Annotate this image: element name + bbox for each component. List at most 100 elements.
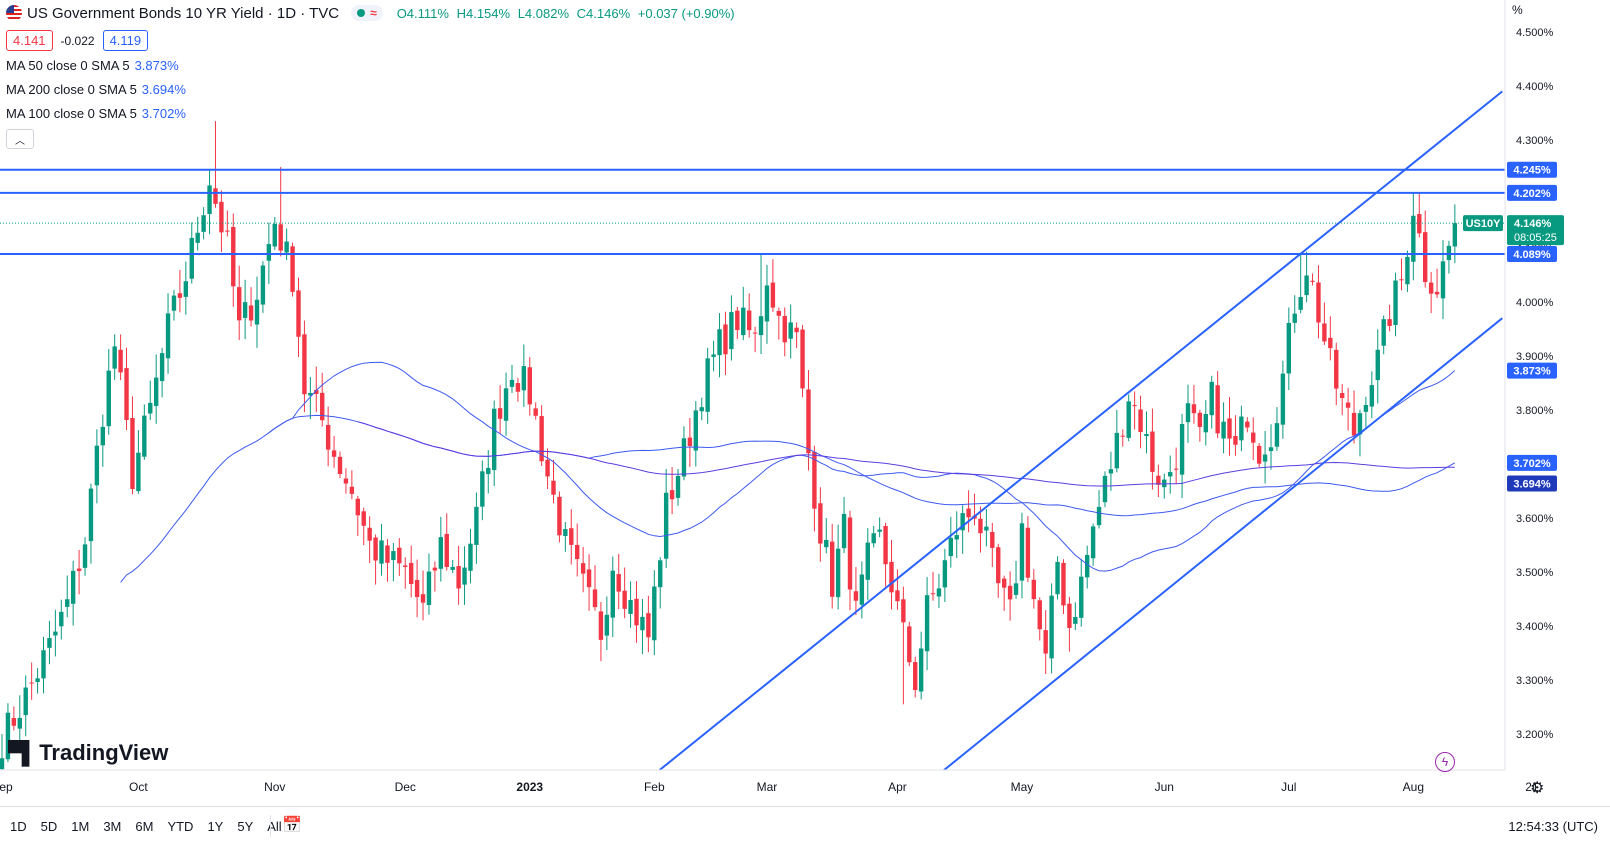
price-chart[interactable]: 4.500%4.400%4.300%4.200%4.100%4.000%3.90… — [0, 0, 1610, 806]
candle-body — [658, 560, 663, 588]
candle-body — [486, 467, 491, 475]
candle-body — [183, 281, 189, 297]
candle-body — [1239, 416, 1244, 441]
candle-body — [1440, 261, 1446, 299]
candle-body — [1417, 214, 1422, 234]
indicator-ma100[interactable]: MA 100 close 0 SMA 5 3.702% — [6, 106, 739, 123]
indicator-label: MA 100 close 0 SMA 5 — [6, 106, 137, 121]
collapse-legend-button[interactable]: ︿ — [6, 129, 34, 149]
change-value: +0.037 (+0.90%) — [637, 5, 735, 21]
candle-body — [1108, 469, 1114, 474]
candle-body — [373, 537, 378, 561]
timeframe-5y[interactable]: 5Y — [237, 819, 254, 834]
candle-body — [5, 712, 11, 760]
ma-price-badge: 3.702% — [1513, 458, 1551, 470]
x-tick-label: Mar — [757, 780, 778, 794]
indicator-ma50[interactable]: MA 50 close 0 SMA 5 3.873% — [6, 58, 739, 75]
candle-body — [207, 185, 212, 214]
candle-body — [426, 571, 432, 605]
candle-body — [148, 402, 153, 414]
candle-body — [1185, 403, 1191, 423]
timeframe-1d[interactable]: 1D — [10, 819, 27, 834]
candle-body — [895, 590, 900, 602]
symbol-tag: US10Y — [1466, 218, 1502, 230]
candle-body — [1168, 472, 1173, 477]
candle-body — [1179, 423, 1185, 475]
sell-price-button[interactable]: 4.141 — [6, 30, 53, 51]
gear-icon[interactable]: ⚙ — [1530, 780, 1545, 797]
timeframe-1m[interactable]: 1M — [71, 819, 90, 834]
candle-body — [675, 475, 681, 498]
timeframe-1y[interactable]: 1Y — [207, 819, 224, 834]
candle-body — [1428, 282, 1434, 294]
candle-body — [598, 611, 604, 640]
candle-body — [948, 537, 953, 557]
candle-body — [331, 450, 337, 457]
x-tick-label: Jul — [1281, 780, 1296, 794]
candle-body — [604, 614, 610, 636]
timeframe-ytd[interactable]: YTD — [167, 819, 194, 834]
timeframe-6m[interactable]: 6M — [135, 819, 154, 834]
x-tick-label: Feb — [644, 780, 665, 794]
us-flag-icon — [6, 5, 22, 21]
candle-body — [741, 307, 746, 336]
candle-body — [806, 389, 811, 454]
candle-body — [812, 451, 817, 509]
candle-body — [391, 551, 396, 561]
candle-body — [1316, 282, 1321, 323]
candle-body — [112, 346, 117, 369]
candle-body — [165, 313, 171, 359]
candle-body — [1452, 223, 1458, 247]
indicator-value: 3.694% — [141, 82, 186, 97]
candle-body — [622, 590, 627, 609]
chart-legend: US Government Bonds 10 YR Yield · 1D · T… — [6, 2, 739, 149]
utc-clock[interactable]: 12:54:33 (UTC) — [1508, 819, 1598, 834]
candle-body — [1049, 595, 1054, 659]
low-value: L4.082% — [517, 5, 570, 21]
y-tick-label: 3.400% — [1516, 621, 1554, 633]
candle-body — [1345, 402, 1351, 408]
calendar-icon[interactable]: 📅 — [282, 817, 302, 834]
chevron-up-icon: ︿ — [15, 135, 25, 147]
candle-body — [0, 758, 5, 770]
ohlc-values: O4.111% H4.154% L4.082% C4.146% +0.037 (… — [397, 6, 739, 21]
tradingview-watermark: ▀▌ TradingView — [8, 740, 168, 766]
trend-channel-line — [942, 317, 1503, 770]
symbol-title[interactable]: US Government Bonds 10 YR Yield · 1D · T… — [27, 4, 340, 22]
candle-body — [563, 529, 568, 536]
timeframe-3m[interactable]: 3M — [103, 819, 122, 834]
timeframe-5d[interactable]: 5D — [40, 819, 58, 834]
candle-body — [1322, 323, 1327, 342]
candle-body — [320, 392, 325, 421]
candle-body — [1262, 454, 1268, 462]
lightning-icon[interactable]: ϟ — [1435, 752, 1455, 772]
delayed-data-icon: ≈ — [370, 6, 377, 20]
candle-body — [23, 687, 28, 716]
y-tick-label: 3.500% — [1516, 567, 1554, 579]
candle-body — [82, 544, 88, 568]
candle-body — [699, 407, 704, 412]
candle-body — [853, 591, 859, 601]
ma50-line — [120, 361, 1456, 583]
candle-body — [70, 570, 76, 604]
high-value: H4.154% — [456, 5, 511, 21]
candle-body — [1357, 413, 1363, 435]
ma-price-badge-bg — [1507, 454, 1557, 471]
candle-body — [818, 503, 823, 544]
candle-body — [1292, 313, 1297, 323]
candle-body — [361, 511, 366, 526]
candle-body — [693, 410, 699, 451]
candle-body — [1363, 404, 1369, 412]
candle-body — [1310, 280, 1315, 282]
candle-body — [491, 408, 497, 471]
y-tick-label: 4.000% — [1516, 297, 1554, 309]
candle-body — [284, 241, 289, 253]
market-status-badge[interactable]: ≈ — [351, 5, 383, 21]
candle-body — [254, 299, 260, 325]
candle-body — [1381, 319, 1386, 346]
candle-body — [752, 332, 758, 334]
indicator-ma200[interactable]: MA 200 close 0 SMA 5 3.694% — [6, 82, 739, 99]
buy-price-button[interactable]: 4.119 — [102, 30, 149, 51]
candle-body — [758, 316, 764, 336]
candle-body — [225, 230, 230, 232]
